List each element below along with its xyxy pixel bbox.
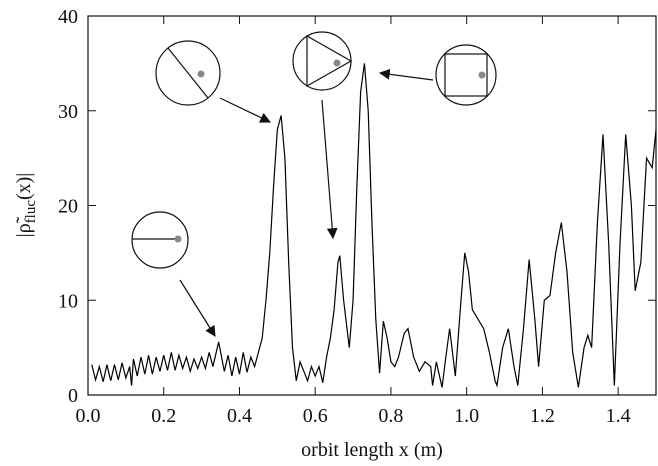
x-tick-label: 1.4 <box>606 405 631 427</box>
x-tick-label: 0.8 <box>378 405 403 427</box>
x-tick-label: 0.2 <box>151 405 176 427</box>
y-tick-label: 20 <box>58 196 78 218</box>
x-tick-label: 0.0 <box>76 405 101 427</box>
y-axis-label: |ρ̃fluc(x)| <box>13 173 39 238</box>
y-tick-label: 30 <box>58 101 78 123</box>
y-tick-label: 10 <box>58 290 78 312</box>
y-label-tail: (x)| <box>13 173 35 200</box>
y-tick-label: 40 <box>58 6 78 28</box>
y-label-sub: fluc <box>23 200 39 224</box>
y-tick-label: 0 <box>68 385 78 407</box>
plot-frame <box>87 15 657 396</box>
x-tick-label: 1.0 <box>454 405 479 427</box>
x-tick-label: 0.4 <box>227 405 252 427</box>
x-tick-label: 0.6 <box>303 405 328 427</box>
x-axis-label: orbit length x (m) <box>301 439 443 461</box>
x-tick-label: 1.2 <box>530 405 555 427</box>
data-line <box>91 63 657 388</box>
insets <box>131 31 497 337</box>
